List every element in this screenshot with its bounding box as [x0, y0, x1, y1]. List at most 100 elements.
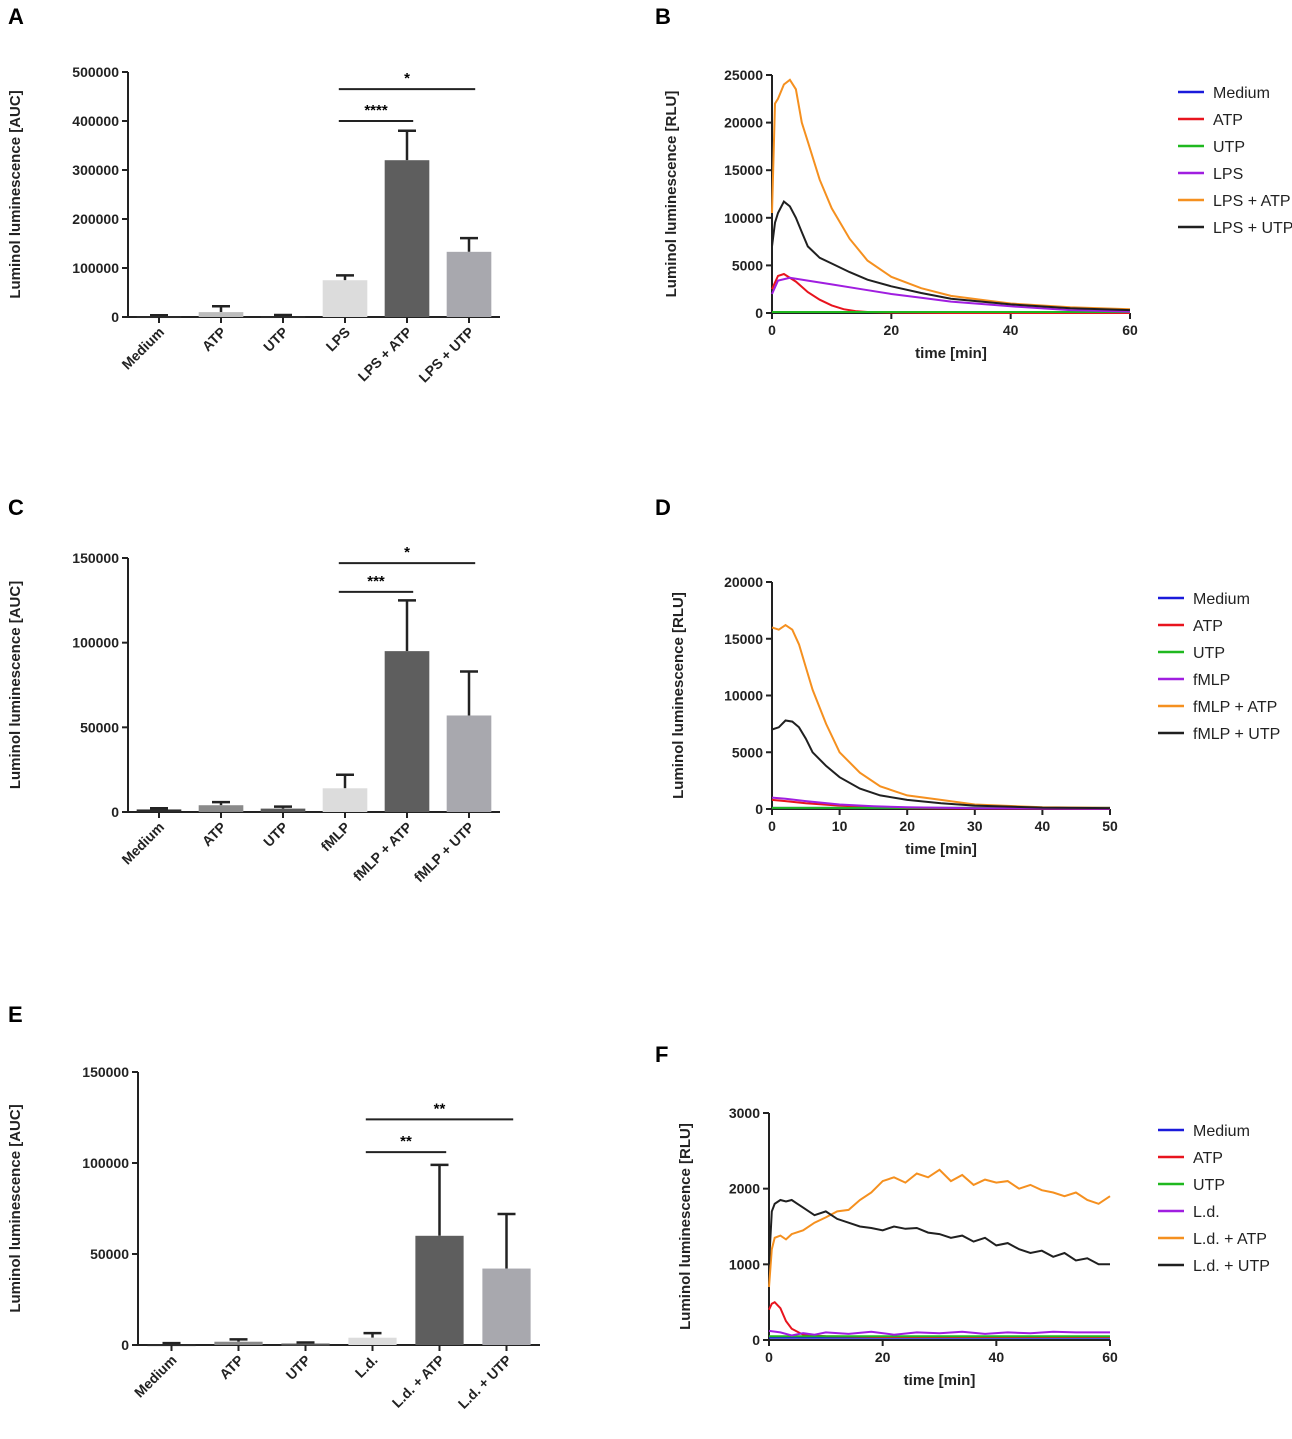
y-tick-label: 10000 — [724, 688, 763, 704]
series-line-l-d-utp — [768, 1198, 1110, 1266]
legend-entry-utp: UTP — [1193, 1177, 1225, 1194]
y-tick-label: 100000 — [82, 1155, 129, 1171]
x-tick-label-medium: Medium — [131, 1352, 180, 1401]
x-tick-label-fmlp-utp: fMLP + UTP — [411, 819, 477, 885]
legend-entry-utp: UTP — [1213, 139, 1245, 156]
y-tick-label: 50000 — [90, 1246, 129, 1262]
x-tick-label-l-d-atp: L.d. + ATP — [389, 1352, 448, 1411]
bar-fmlp — [322, 788, 368, 812]
x-tick-label: 0 — [768, 322, 776, 338]
bar-fmlp-atp — [384, 651, 430, 812]
chart-c: 0 50000 100000 150000 Luminol luminescence [… — [7, 544, 500, 885]
x-tick-label-lps-utp: LPS + UTP — [415, 324, 477, 386]
bar-lps-utp — [446, 251, 492, 317]
x-tick-label: 50 — [1102, 818, 1118, 834]
significance-label: * — [404, 70, 410, 87]
x-tick-label-atp: ATP — [199, 324, 229, 354]
y-axis-label: Luminol luminescence [AUC] — [7, 581, 24, 789]
x-tick-label: 60 — [1102, 1349, 1118, 1365]
legend-entry-l-d: L.d. — [1193, 1204, 1220, 1221]
y-tick-label: 25000 — [724, 67, 763, 83]
bar-lps-atp — [384, 160, 430, 317]
x-tick-label-fmlp-atp: fMLP + ATP — [350, 819, 415, 884]
x-tick-label: 10 — [832, 818, 848, 834]
y-axis-label: Luminol luminescence [RLU] — [677, 1123, 694, 1330]
x-tick-label: 20 — [884, 322, 900, 338]
legend-entry-fmlp: fMLP — [1193, 672, 1230, 689]
bar-atp — [214, 1341, 263, 1345]
y-tick-label: 10000 — [724, 210, 763, 226]
series-line-fmlp-utp — [771, 719, 1111, 810]
series-line-l-d-atp — [768, 1168, 1111, 1288]
x-tick-label: 30 — [967, 818, 983, 834]
x-tick-label: 40 — [1003, 322, 1019, 338]
y-tick-label: 0 — [755, 801, 763, 817]
series-line-fmlp — [771, 796, 1111, 810]
bar-fmlp-utp — [446, 715, 492, 812]
bar-atp — [198, 312, 244, 317]
panel-label-e: E — [8, 1002, 23, 1027]
series-line-fmlp-atp — [771, 623, 1111, 809]
x-tick-label-l-d: L.d. — [352, 1352, 381, 1381]
legend-entry-medium: Medium — [1193, 1123, 1250, 1140]
x-tick-label-lps-atp: LPS + ATP — [355, 324, 416, 385]
y-tick-label: 3000 — [729, 1105, 760, 1121]
significance-label: **** — [364, 102, 388, 119]
x-tick-label: 40 — [1035, 818, 1051, 834]
x-tick-label: 20 — [899, 818, 915, 834]
chart-b: 0 5000 10000 15000 20000 25000 Luminol lumines… — [663, 67, 1292, 362]
bar-lps — [322, 280, 368, 317]
y-tick-label: 15000 — [724, 162, 763, 178]
y-tick-label: 500000 — [72, 64, 119, 80]
legend-entry-fmlp-atp: fMLP + ATP — [1193, 699, 1277, 716]
bar-atp — [198, 805, 244, 812]
x-tick-label-medium: Medium — [118, 819, 167, 868]
significance-label: ** — [400, 1133, 412, 1150]
x-tick-label-atp: ATP — [216, 1352, 246, 1382]
y-tick-label: 300000 — [72, 162, 119, 178]
y-tick-label: 200000 — [72, 211, 119, 227]
y-axis-label: Luminol luminescence [AUC] — [7, 1104, 24, 1312]
bar-l-d-utp — [482, 1268, 531, 1345]
y-tick-label: 0 — [755, 305, 763, 321]
bar-l-d-atp — [415, 1235, 464, 1345]
y-tick-label: 100000 — [72, 260, 119, 276]
bar-utp — [281, 1343, 330, 1346]
panel-label-d: D — [655, 495, 671, 520]
bar-medium — [136, 809, 182, 812]
bar-utp — [260, 808, 306, 812]
series-line-lps-atp — [771, 78, 1131, 311]
x-tick-label-utp: UTP — [283, 1352, 314, 1383]
series-line-lps — [771, 276, 1131, 313]
y-tick-label: 1000 — [729, 1256, 760, 1272]
legend-entry-lps: LPS — [1213, 166, 1243, 183]
legend-entry-fmlp-utp: fMLP + UTP — [1193, 726, 1280, 743]
y-tick-label: 5000 — [732, 257, 763, 273]
y-tick-label: 0 — [111, 804, 119, 820]
panel-label-f: F — [655, 1042, 668, 1067]
legend-entry-atp: ATP — [1213, 112, 1243, 129]
chart-a: 0 100000 200000 300000 400000 500000 Luminol l… — [7, 64, 500, 385]
series-line-l-d — [768, 1329, 1110, 1337]
legend-entry-atp: ATP — [1193, 1150, 1223, 1167]
y-tick-label: 100000 — [72, 635, 119, 651]
x-axis-label: time [min] — [915, 345, 987, 362]
chart-f: 0 1000 2000 3000 Luminol luminescence [RLU] 0… — [677, 1105, 1270, 1389]
legend-entry-medium: Medium — [1193, 591, 1250, 608]
y-tick-label: 2000 — [729, 1181, 760, 1197]
y-tick-label: 150000 — [72, 550, 119, 566]
legend-entry-l-d-utp: L.d. + UTP — [1193, 1258, 1270, 1275]
x-tick-label-lps: LPS — [323, 324, 354, 355]
chart-e: 0 50000 100000 150000 Luminol luminescence [… — [7, 1064, 540, 1412]
y-axis-label: Luminol luminescence [AUC] — [7, 90, 24, 298]
y-axis-label: Luminol luminescence [RLU] — [670, 592, 687, 799]
x-tick-label-atp: ATP — [199, 819, 229, 849]
bar-l-d — [348, 1337, 397, 1345]
x-tick-label: 0 — [768, 818, 776, 834]
panel-label-c: C — [8, 495, 24, 520]
panel-label-b: B — [655, 4, 671, 29]
legend-entry-medium: Medium — [1213, 85, 1270, 102]
y-tick-label: 0 — [111, 309, 119, 325]
y-tick-label: 15000 — [724, 631, 763, 647]
